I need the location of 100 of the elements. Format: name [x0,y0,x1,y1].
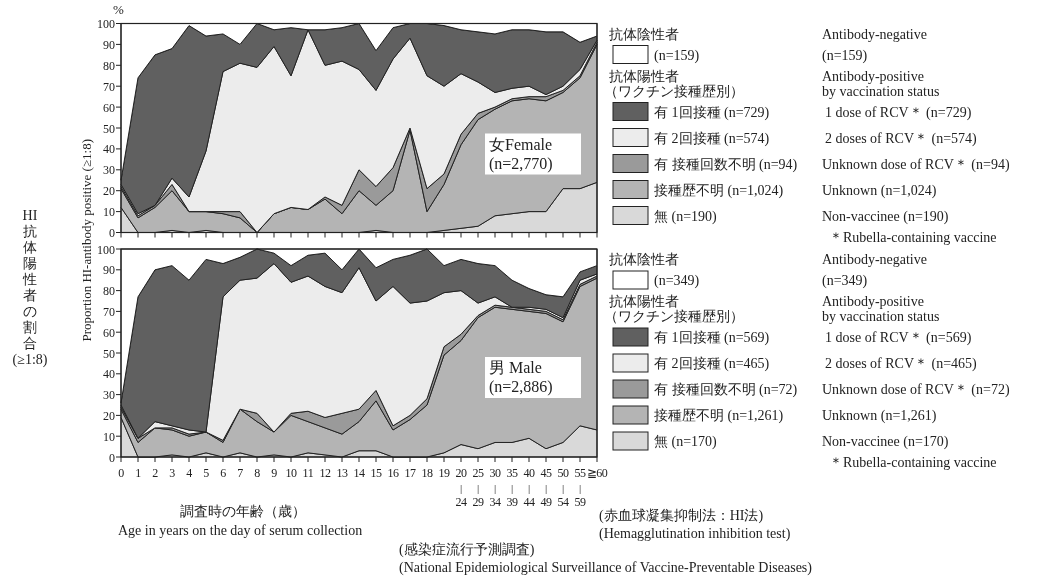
y-axis-title: Proportion HI-antibody positive (≥1:8) [79,139,94,342]
x-tick-label: 1 [135,466,141,480]
x-tick-label: 8 [254,466,260,480]
x-tick-label: 2 [152,466,158,480]
y-tick-label: 50 [103,346,115,361]
x-tick-label: 16 [387,466,399,480]
text: ＊Rubella-containing vaccine [829,229,997,245]
text: Unknown (n=1,261) [822,408,937,424]
legend-label: 有 1回接種 (n=729) [654,104,770,121]
text: Non-vaccinee (n=170) [822,434,949,450]
text: by vaccination status [822,83,940,99]
text: Unknown dose of RCV＊ (n=72) [822,382,1010,398]
text: 1 dose of RCV＊ (n=569) [825,330,972,346]
x-tick-label: 11 [302,466,314,480]
text: by vaccination status [822,309,940,324]
x-tick-label: 17 [404,466,416,480]
text: （ワクチン接種歴別） [604,309,744,324]
y-tick-label: 20 [103,408,115,423]
x-tick-label: 50 | 54 [557,466,569,509]
legend-label: 有 2回接種 (n=574) [654,130,770,147]
text: Non-vaccinee (n=190) [822,208,949,225]
text: (n=159) [822,47,868,64]
y-tick-label: 40 [103,142,115,157]
x-tick-label: 14 [353,466,365,480]
text: Antibody-negative [822,252,927,267]
x-tick-label: 5 [203,466,209,480]
text: Unknown dose of RCV＊ (n=94) [822,156,1010,173]
y-tick-label: 100 [97,242,115,257]
legend-label: 有 接種回数不明 (n=94) [654,156,798,173]
x-tick-label: 6 [220,466,226,480]
text: 抗体陰性者 [609,26,679,42]
x-tick-label: 19 [438,466,450,480]
y-tick-label: 10 [103,429,115,444]
text: Age in years on the day of serum collection [118,523,363,538]
y-tick-label: 60 [103,100,115,115]
y-tick-label: 30 [103,388,115,403]
text: % [113,2,124,17]
x-tick-label: 3 [169,466,175,480]
text: 1 dose of RCV＊ (n=729) [825,104,972,121]
x-tick-label: 7 [237,466,243,480]
text: Antibody-negative [822,26,927,42]
x-tick-label: 18 [421,466,433,480]
text: Unknown (n=1,024) [822,182,937,199]
y-tick-label: 70 [103,79,115,94]
x-tick-label: 40 | 44 [523,466,535,509]
legend-label: 接種歴不明 (n=1,024) [654,182,784,199]
x-tick-label: 20 | 24 [455,466,467,509]
x-tick-label: 30 | 34 [489,466,501,509]
x-tick-label: 4 [186,466,192,480]
text: 2 doses of RCV＊ (n=465) [825,356,978,372]
text: 2 doses of RCV＊ (n=574) [825,130,978,147]
x-tick-label: 35 | 39 [506,466,518,509]
legend-label: 接種歴不明 (n=1,261) [654,408,784,424]
legend-label: 無 (n=190) [654,208,718,225]
y-tick-label: 0 [109,226,115,240]
x-tick-label: 9 [271,466,277,480]
y-tick-label: 80 [103,284,115,299]
y-tick-label: 90 [103,263,115,278]
text: Antibody-positive [822,294,924,309]
y-tick-label: 100 [97,17,115,31]
x-tick-label: 12 [319,466,331,480]
text: (Hemagglutination inhibition test) [599,526,791,542]
x-tick-label: 13 [336,466,348,480]
x-tick-label: 45 | 49 [540,466,552,509]
annotation: 男 Male [489,359,542,376]
text: （ワクチン接種歴別） [604,83,744,99]
x-tick-label: 15 [370,466,382,480]
legend-label: (n=349) [654,273,700,289]
y-tick-label: 60 [103,325,115,340]
x-axis-title: 調査時の年齢（歳） [180,504,306,519]
text: (赤血球凝集抑制法：HI法) [599,508,764,524]
y-tick-label: 10 [103,205,115,220]
x-tick-label: 55 | 59 [574,466,586,509]
x-tick-label: ≧60 [586,466,608,480]
text: 抗体陽性者 [609,68,679,84]
y-tick-label: 50 [103,121,115,136]
annotation: 女Female [489,135,553,153]
text: ＊Rubella-containing vaccine [829,455,997,470]
y-tick-label: 0 [109,450,115,465]
x-tick-label: 25 | 29 [472,466,484,509]
text: Antibody-positive [822,68,924,84]
legend-label: 無 (n=170) [654,434,718,450]
text: 抗体陽性者 [609,294,679,309]
text: 抗体陰性者 [609,252,679,267]
legend-label: (n=159) [654,47,700,64]
text: (National Epidemiological Surveillance of Vaccine-Preventable Diseases) [399,560,813,576]
annotation: (n=2,886) [489,378,553,396]
text: HI抗体陽性者の割合(≥1:8) [12,208,48,367]
y-tick-label: 90 [103,37,115,52]
x-tick-label: 10 [285,466,297,480]
annotation: (n=2,770) [489,154,553,173]
x-tick-label: 0 [118,466,124,480]
legend-label: 有 2回接種 (n=465) [654,356,770,372]
legend-label: 有 1回接種 (n=569) [654,330,770,346]
y-tick-label: 80 [103,58,115,73]
text: (感染症流行予測調査) [399,542,535,558]
legend-label: 有 接種回数不明 (n=72) [654,382,798,398]
y-tick-label: 20 [103,184,115,199]
y-tick-label: 40 [103,367,115,382]
y-tick-label: 30 [103,163,115,178]
